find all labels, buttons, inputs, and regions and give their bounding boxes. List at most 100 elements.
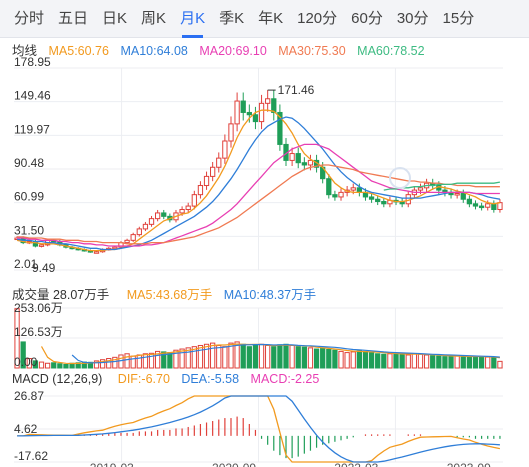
candle-body [472,203,479,207]
volume-bar [423,354,430,369]
vol-ma5-label: MA5:43.68万手 [126,288,213,302]
candle-body [228,123,234,142]
high-marker-label: 171.46 [278,83,315,97]
dea-line [17,395,500,463]
volume-bar [430,355,436,369]
macd-legend-title: MACD (12,26,9) [12,372,103,386]
volume-bar [442,356,448,369]
candle-body [295,153,301,164]
volume-bar [277,344,283,369]
candle-body [130,234,136,241]
volume-bar [387,353,393,369]
candle-body [142,223,149,230]
tab-9[interactable]: 30分 [396,9,429,27]
candle-body [368,196,375,200]
volume-bar [417,353,424,369]
volume-bar [26,358,32,369]
volume-bar [179,348,185,369]
volume-bar [399,353,405,369]
vol-ma10-label: MA10:48.37万手 [223,288,317,302]
volume-bar [283,343,289,369]
tab-8[interactable]: 60分 [351,9,383,27]
volume-bar [38,361,45,369]
candle-body [485,203,491,208]
volume-bar [332,349,338,369]
tab-7[interactable]: 120分 [297,9,338,27]
candle-body [124,239,130,244]
volume-bar [155,350,161,369]
volume-bar [356,350,362,369]
candle-body [136,228,142,236]
volume-bar [460,356,466,369]
x-tick-label: 2019-03 [90,461,134,467]
ma-line-ma30 [17,164,500,245]
tab-0[interactable]: 分时 [14,9,45,27]
candle-body [258,102,265,123]
candle-body [332,194,338,198]
candle-body [179,209,185,214]
volume-legend-title: 成交量 28.07万手 [12,288,110,302]
candle-body [148,218,155,225]
candle-body [491,203,497,211]
ma-legend-title: 均线 [12,44,38,58]
candle-body [185,205,191,211]
candle-body [454,193,460,196]
volume-bar [265,344,271,369]
volume-bar [14,308,20,369]
ma60-label: MA60:78.52 [357,44,425,58]
candle-body [417,187,424,191]
candle-body [381,201,387,205]
tab-2[interactable]: 日K [102,9,128,27]
tab-1[interactable]: 五日 [58,9,89,27]
candle-body [240,100,246,113]
volume-bar [411,353,418,369]
volume-bar [32,360,39,369]
candle-body [161,212,167,217]
volume-bar [99,359,106,369]
tab-6[interactable]: 年K [258,9,284,27]
volume-tick-label: 0.00 [14,355,38,369]
volume-bar [301,346,307,369]
volume-bar [51,362,57,369]
volume-bar [136,354,142,369]
volume-bar [161,351,167,369]
volume-bar [289,344,295,369]
volume-bar [234,341,240,369]
candle-body [338,191,344,198]
tab-10[interactable]: 15分 [442,9,475,27]
tab-4[interactable]: 月K [180,0,205,38]
volume-bar [57,363,63,369]
volume-bar [222,346,228,369]
price-tick-label: 119.97 [14,122,50,136]
candle-body [326,178,332,196]
volume-bar [203,343,210,369]
tab-3[interactable]: 周K [141,9,167,27]
volume-bar [307,347,314,369]
volume-bar [210,342,216,369]
x-tick-label: 2022-03 [334,461,378,467]
candle-body [203,175,210,187]
price-tick-label: 149.46 [14,89,51,103]
volume-bar [485,356,491,369]
volume-bar [246,346,252,369]
ma5-label: MA5:60.76 [48,44,109,58]
volume-bar [44,362,51,369]
ma30-label: MA30:75.30 [278,44,346,58]
tab-5[interactable]: 季K [219,9,245,27]
candle-body [277,111,283,145]
volume-bar [167,352,173,369]
x-tick-label: 2020-09 [212,461,256,467]
ma10-label: MA10:64.08 [120,44,188,58]
volume-bar [436,355,442,369]
volume-ma-line [71,343,500,364]
volume-bar [124,353,130,369]
volume-bar [271,346,277,369]
volume-bar [350,351,356,369]
x-tick-label: 2023-09 [447,461,491,467]
candle-body [93,251,100,254]
candle-body [155,212,161,220]
candle-body [38,244,45,247]
candle-body [478,205,485,209]
volume-bar [20,341,26,369]
